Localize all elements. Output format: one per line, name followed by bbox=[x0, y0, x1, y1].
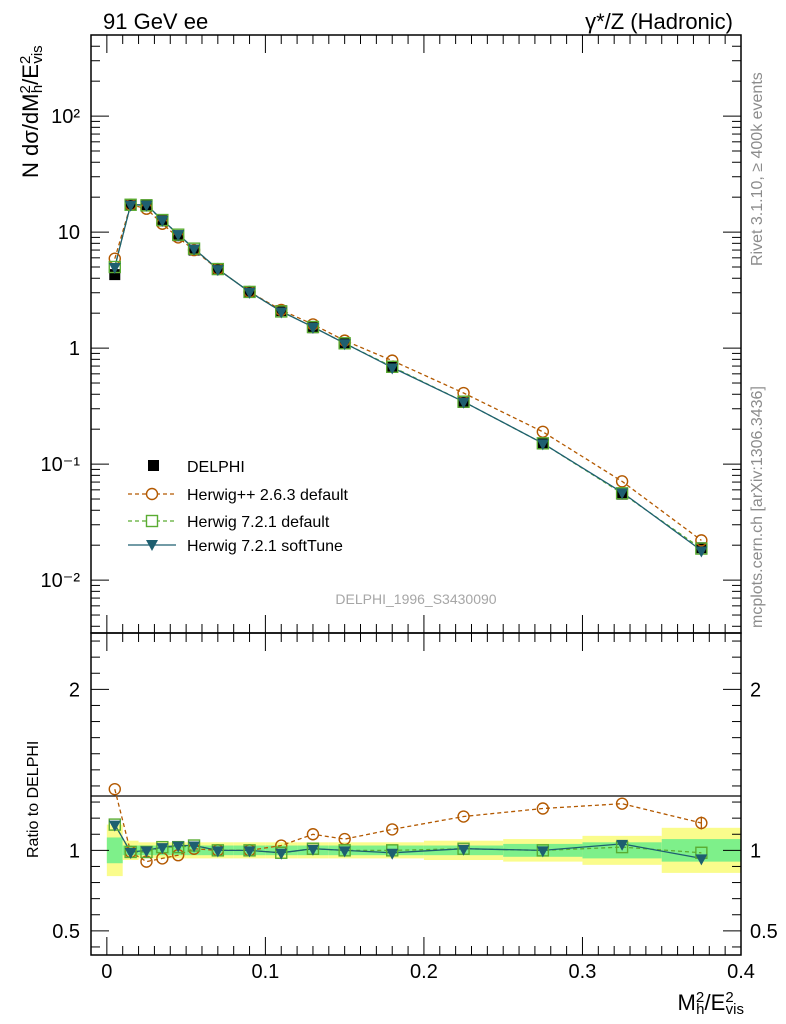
ratio-herwig-soft-point bbox=[616, 839, 629, 851]
ratio-y-tick-label-right: 1 bbox=[750, 840, 761, 862]
ratio-herwig-soft-point bbox=[457, 844, 470, 856]
ratio-herwig-soft-point bbox=[536, 846, 549, 858]
main-y-axis-title: N dσ/dM2h/E2vis bbox=[17, 45, 46, 178]
main-panel: 10⁻² 10⁻¹ 1 10 10² DELPHI_1996_S3430090 bbox=[41, 34, 742, 634]
main-y-ticks bbox=[91, 34, 742, 633]
herwig-soft-point bbox=[243, 287, 256, 299]
herwigpp-point bbox=[536, 425, 550, 438]
rivet-version-label: Rivet 3.1.10, ≥ 400k events bbox=[749, 72, 766, 266]
main-y-tick-label: 10² bbox=[51, 106, 80, 128]
ratio-herwig-soft-point bbox=[306, 844, 319, 856]
ratio-line-0 bbox=[114, 789, 702, 863]
main-y-tick-label: 10⁻² bbox=[41, 570, 81, 592]
herwig-soft-point bbox=[457, 397, 470, 409]
mcplots-label: mcplots.cern.ch [arXiv:1306.3436] bbox=[749, 386, 766, 628]
x-axis-title: M2 h/E2 vis bbox=[678, 989, 745, 1018]
ratio-y-tick-label-right: 2 bbox=[750, 679, 761, 701]
series-line-3 bbox=[114, 204, 702, 552]
ratio-herwigpp-point bbox=[386, 823, 399, 836]
ratio-ticks bbox=[91, 633, 742, 955]
ratio-herwig-soft-point bbox=[338, 846, 351, 858]
legend-label-delphi: DELPHI bbox=[187, 459, 245, 476]
ratio-y-tick-label: 0.5 bbox=[52, 921, 80, 943]
herwig-soft-point bbox=[172, 230, 185, 242]
main-y-tick-label: 1 bbox=[69, 338, 80, 360]
herwig-soft-point bbox=[306, 323, 319, 335]
delphi-point bbox=[109, 269, 121, 281]
ratio-series bbox=[108, 782, 708, 868]
energy-label: 91 GeV ee bbox=[103, 9, 208, 34]
ratio-herwigpp-point bbox=[306, 828, 320, 841]
ratio-herwig-soft-point bbox=[156, 843, 169, 855]
ratio-band-inner bbox=[106, 837, 123, 864]
ratio-line-2 bbox=[114, 824, 702, 860]
herwig-soft-point bbox=[156, 216, 169, 228]
x-tick-label: 0.4 bbox=[727, 961, 755, 983]
x-tick-label: 0.2 bbox=[410, 961, 438, 983]
ratio-herwigpp-point bbox=[536, 802, 550, 815]
ratio-frame bbox=[90, 632, 742, 956]
ratio-herwig-soft-point bbox=[211, 846, 224, 858]
herwig-soft-point bbox=[536, 439, 549, 451]
legend-marker-delphi bbox=[148, 460, 159, 471]
herwig-soft-point bbox=[338, 339, 351, 351]
herwig-soft-point bbox=[616, 488, 629, 500]
herwig-soft-point bbox=[275, 307, 288, 319]
legend-marker-herwig-default bbox=[145, 514, 159, 528]
x-tick-label: 0.1 bbox=[251, 961, 279, 983]
ratio-herwig-soft-point bbox=[140, 846, 153, 858]
herwig-soft-point bbox=[386, 363, 399, 375]
x-tick-labels: 0 0.1 0.2 0.3 0.4 bbox=[101, 961, 755, 983]
ratio-herwig-soft-point bbox=[275, 848, 288, 860]
herwig-soft-point bbox=[211, 265, 224, 277]
ratio-y-tick-label: 1 bbox=[69, 840, 80, 862]
herwig-soft-point bbox=[140, 200, 153, 212]
ratio-herwig-soft-point bbox=[108, 820, 121, 832]
herwig-soft-point bbox=[108, 263, 121, 275]
legend-label-herwig-default: Herwig 7.2.1 default bbox=[187, 514, 330, 531]
x-tick-label: 0 bbox=[101, 961, 112, 983]
ratio-y-tick-labels: 0.5 0.5 1 1 2 2 bbox=[52, 679, 778, 943]
ratio-herwigpp-point bbox=[695, 816, 708, 830]
herwigpp-point bbox=[615, 475, 629, 488]
ratio-herwig-soft-point bbox=[188, 841, 201, 853]
ratio-herwig-soft-point bbox=[172, 841, 185, 853]
herwig-soft-point bbox=[188, 244, 201, 256]
main-y-tick-label: 10⁻¹ bbox=[41, 454, 81, 476]
series-line-1 bbox=[114, 204, 702, 541]
ratio-band-inner bbox=[661, 839, 741, 862]
ratio-herwigpp-point bbox=[457, 810, 470, 823]
ratio-herwigpp-point bbox=[615, 797, 629, 810]
ratio-herwig-soft-point bbox=[124, 847, 137, 859]
main-y-tick-labels: 10⁻² 10⁻¹ 1 10 10² bbox=[41, 106, 81, 592]
x-tick-label: 0.3 bbox=[569, 961, 597, 983]
legend-label-herwigpp: Herwig++ 2.6.3 default bbox=[187, 487, 349, 504]
herwig-soft-point bbox=[124, 200, 137, 212]
main-series bbox=[108, 198, 708, 558]
ratio-herwig-soft-point bbox=[386, 848, 399, 860]
legend-label-herwig-soft: Herwig 7.2.1 softTune bbox=[187, 538, 343, 555]
process-label: γ*/Z (Hadronic) bbox=[585, 9, 733, 34]
ratio-herwigpp-point bbox=[108, 782, 121, 796]
ratio-herwig-soft-point bbox=[243, 846, 256, 858]
ratio-y-axis-title: Ratio to DELPHI bbox=[25, 741, 42, 858]
herwigpp-point bbox=[695, 534, 708, 547]
ratio-panel: 0.5 0.5 1 1 2 2 0 0.1 0.2 0.3 0.4 bbox=[52, 632, 778, 983]
main-y-tick-label: 10 bbox=[58, 222, 80, 244]
legend: DELPHI Herwig++ 2.6.3 default Herwig 7.2… bbox=[128, 459, 349, 555]
legend-marker-herwigpp bbox=[145, 487, 159, 501]
ratio-herwig-soft-point bbox=[695, 854, 708, 866]
legend-marker-herwig-soft bbox=[146, 540, 158, 551]
ratio-y-tick-label-right: 0.5 bbox=[750, 921, 778, 943]
analysis-watermark: DELPHI_1996_S3430090 bbox=[335, 591, 496, 607]
ratio-y-tick-label: 2 bbox=[69, 679, 80, 701]
herwig-soft-point bbox=[695, 546, 708, 558]
